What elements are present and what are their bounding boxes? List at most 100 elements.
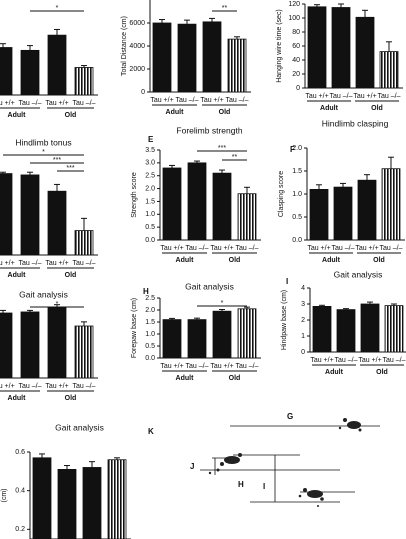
y-tick-label: 0.5 — [145, 343, 155, 350]
x-tick-label: Tau –/– — [335, 357, 358, 364]
bar — [74, 325, 94, 379]
y-tick-label: 1.5 — [145, 319, 155, 326]
x-tick-label: Tau +/+ — [210, 245, 233, 252]
x-tick-label: Tau +/+ — [0, 100, 15, 107]
y-tick-label: 1 — [301, 333, 305, 340]
bar — [32, 457, 52, 539]
x-tick-label: Tau –/– — [236, 245, 259, 252]
group-label: Adult — [325, 369, 344, 376]
y-tick-label: 0.5 — [292, 214, 302, 221]
x-tick-label: Tau +/+ — [210, 363, 233, 370]
bar — [187, 319, 207, 359]
y-tick-label: 2.0 — [292, 145, 302, 152]
significance-label: ** — [232, 154, 238, 161]
bar — [384, 305, 404, 353]
x-tick-label: Tau –/– — [383, 357, 406, 364]
bar — [47, 34, 67, 96]
x-tick-label: Tau –/– — [380, 245, 403, 252]
x-tick-label: Tau +/+ — [200, 97, 223, 104]
y-tick-label: 2 — [301, 317, 305, 324]
y-tick-label: 100 — [288, 15, 300, 22]
y-tick-label: 2.0 — [145, 307, 155, 314]
x-tick-label: Tau +/+ — [45, 260, 68, 267]
x-tick-label: Tau +/+ — [45, 383, 68, 390]
y-axis-label: Strength score — [131, 172, 138, 218]
bar — [237, 193, 257, 241]
bar — [177, 23, 197, 93]
bar — [162, 319, 182, 359]
panel-title: Hindlimb clasping — [322, 118, 389, 128]
panel-letter: H — [143, 287, 149, 296]
bar — [357, 179, 377, 241]
group-label: Old — [376, 369, 388, 376]
panel-title: Gait analysis — [19, 289, 68, 299]
bar — [47, 307, 67, 379]
bar — [212, 310, 232, 359]
x-tick-label: Tau +/+ — [0, 260, 15, 267]
group-label: Old — [371, 105, 383, 112]
y-tick-label: 120 — [288, 1, 300, 8]
bar — [331, 7, 351, 89]
diagram-label: I — [263, 482, 265, 491]
bar-panel: Hanging wire time (sec) 0 20 40 60 80 100 120 Ta… — [276, 1, 403, 112]
significance-label: *** — [218, 145, 226, 152]
y-tick-label: 0 — [296, 85, 300, 92]
panel-letter: K — [148, 427, 154, 436]
y-tick-label: 1.0 — [145, 331, 155, 338]
y-tick-label: 2000 — [129, 66, 145, 73]
group-label: Old — [219, 109, 231, 116]
y-tick-label: 1.5 — [292, 168, 302, 175]
bar — [0, 47, 13, 96]
bar — [381, 168, 401, 241]
group-label: Old — [373, 257, 385, 264]
x-tick-label: Tau +/+ — [0, 383, 15, 390]
x-tick-label: Tau –/– — [378, 93, 401, 100]
x-tick-label: Tau +/+ — [355, 245, 378, 252]
x-tick-label: Tau +/+ — [45, 100, 68, 107]
group-label: Adult — [176, 375, 195, 382]
x-tick-label: Tau –/– — [226, 97, 249, 104]
x-tick-label: Tau –/– — [73, 260, 96, 267]
bar-panel: Gait analysis H Forepaw base (cm) 0.0 0.5 1.0… — [131, 281, 261, 382]
y-tick-label: 0.6 — [15, 449, 25, 456]
bar — [74, 230, 94, 256]
x-tick-label: Tau –/– — [236, 363, 259, 370]
group-label: Adult — [166, 109, 185, 116]
y-tick-label: 0.2 — [15, 526, 25, 533]
y-tick-label: 0.0 — [145, 237, 155, 244]
group-label: Old — [229, 375, 241, 382]
bar — [47, 190, 67, 256]
group-label: Adult — [8, 272, 27, 279]
bar — [333, 186, 353, 241]
y-tick-label: 4000 — [129, 43, 145, 50]
bar — [107, 459, 127, 539]
x-tick-label: Tau –/– — [186, 245, 209, 252]
x-tick-label: Tau +/+ — [310, 357, 333, 364]
y-tick-label: 3 — [301, 301, 305, 308]
y-tick-label: 80 — [292, 29, 300, 36]
group-label: Adult — [322, 257, 341, 264]
bar — [187, 162, 207, 241]
group-label: Old — [65, 112, 77, 119]
diagram-label: H — [238, 480, 244, 489]
y-tick-label: 3.0 — [145, 160, 155, 167]
diagram-k: K G H I J — [148, 412, 380, 507]
bar-panel: Gait analysis(cm)0.20.40.6Tau +/+Tau –/–… — [1, 422, 131, 539]
x-tick-label: Tau –/– — [176, 97, 199, 104]
y-tick-label: 4 — [301, 285, 305, 292]
bar — [57, 468, 77, 539]
x-tick-label: Tau –/– — [73, 100, 96, 107]
bar — [379, 51, 399, 89]
bar — [307, 6, 327, 89]
x-tick-label: Tau –/– — [332, 245, 355, 252]
diagram-label: J — [190, 462, 194, 471]
x-tick-label: Tau +/+ — [307, 245, 330, 252]
bar — [202, 21, 222, 93]
group-label: Adult — [176, 257, 195, 264]
y-tick-label: 2.5 — [145, 295, 155, 302]
panel-title: Forelimb strength — [176, 125, 242, 135]
bar-panel: Gait analysisTau +/+Tau –/–Tau +/+Tau –/… — [0, 289, 98, 402]
significance-label: * — [56, 5, 59, 12]
